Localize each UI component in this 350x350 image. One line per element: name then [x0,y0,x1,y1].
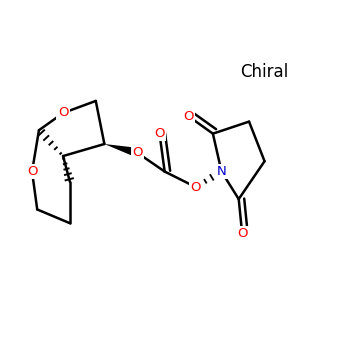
Text: O: O [132,146,142,159]
Text: O: O [237,227,247,240]
Polygon shape [104,144,138,157]
Text: O: O [154,127,165,140]
Text: O: O [27,165,37,178]
Text: Chiral: Chiral [240,63,289,80]
Text: O: O [183,110,194,123]
Text: N: N [217,165,226,178]
Text: O: O [190,181,201,194]
Text: O: O [58,106,68,119]
